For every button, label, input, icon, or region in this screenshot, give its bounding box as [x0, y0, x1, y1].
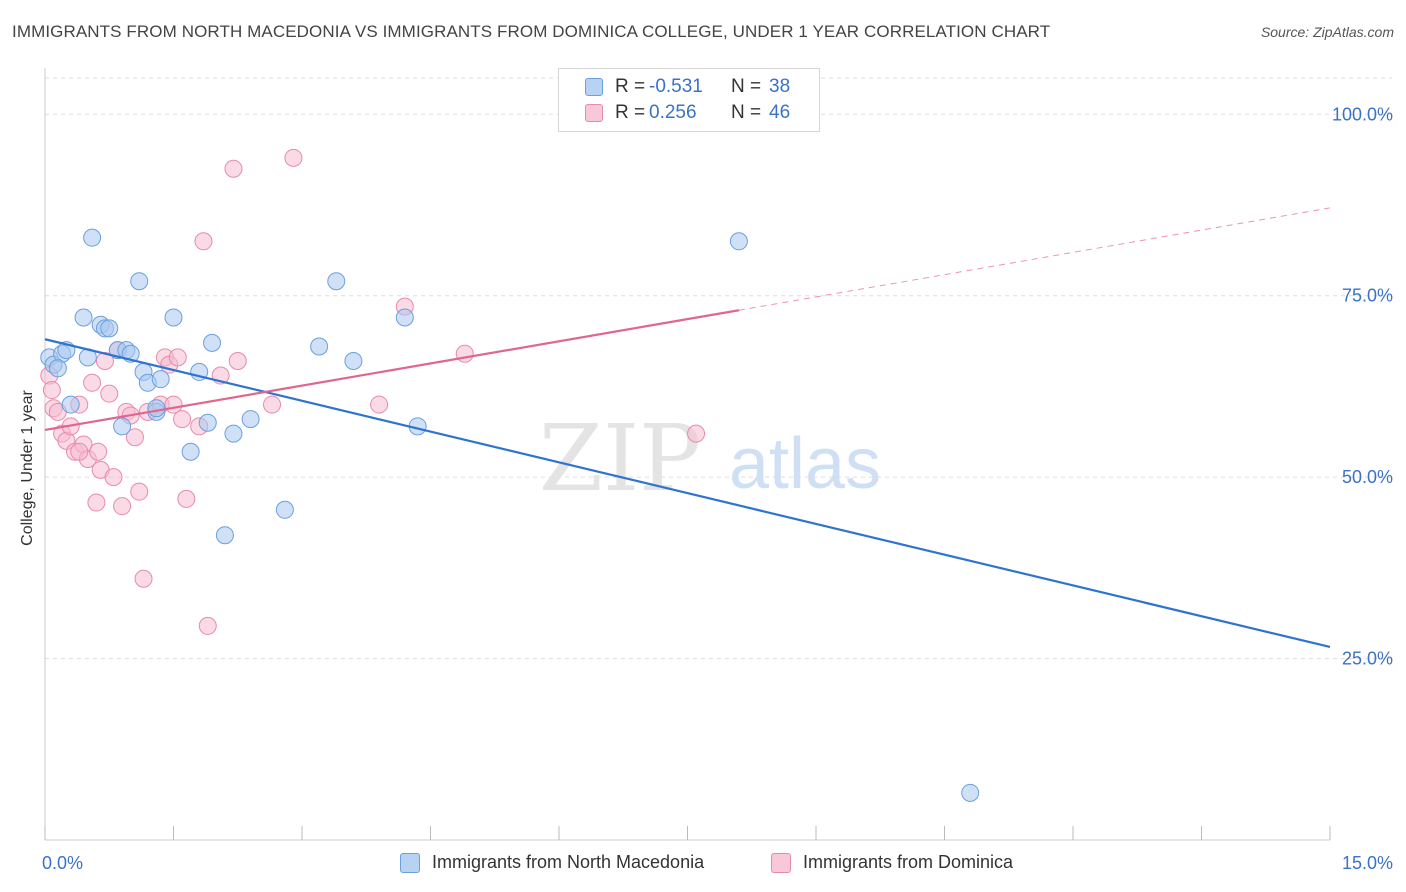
- watermark: ZIP atlas: [539, 405, 881, 512]
- data-point: [194, 232, 213, 251]
- data-point: [125, 428, 144, 447]
- data-point: [130, 272, 149, 291]
- data-point: [327, 272, 346, 291]
- data-point: [151, 370, 170, 389]
- data-point: [241, 410, 260, 429]
- legend-r-label: R =: [615, 76, 646, 97]
- legend-n-label: N =: [731, 102, 762, 123]
- y-axis-label: College, Under 1 year: [19, 390, 36, 546]
- data-point: [61, 395, 80, 414]
- data-point: [83, 373, 102, 392]
- legend-n-label: N =: [731, 76, 762, 97]
- legend-r-value: 0.256: [649, 102, 697, 123]
- data-point: [113, 417, 132, 436]
- data-point: [215, 526, 234, 545]
- trend-line-dominica: [44, 309, 740, 432]
- data-point: [275, 500, 294, 519]
- data-point: [729, 232, 748, 251]
- data-point: [455, 344, 474, 363]
- legend-row-dominica: R = 0.256 N = 46: [585, 101, 790, 125]
- data-point: [687, 424, 706, 443]
- series-dominica-points: [40, 148, 706, 635]
- data-point: [89, 442, 108, 461]
- legend-swatch-pink: [585, 104, 603, 122]
- data-point: [284, 148, 303, 167]
- data-point: [344, 352, 363, 371]
- data-point: [48, 359, 67, 378]
- data-point: [203, 333, 222, 352]
- legend-swatch-blue: [400, 852, 420, 873]
- legend-n-value: 46: [769, 102, 791, 123]
- series-macedonia-points: [40, 228, 980, 802]
- data-point: [130, 482, 149, 501]
- tick-labels: 25.0% 50.0% 75.0% 100.0% 0.0% 15.0%: [42, 104, 1393, 873]
- data-point: [74, 308, 93, 327]
- legend-n-value: 38: [769, 76, 791, 97]
- data-point: [181, 442, 200, 461]
- data-point: [370, 395, 389, 414]
- trend-line-dominica-extension: [738, 207, 1331, 311]
- legend-r-value: -0.531: [649, 76, 703, 97]
- data-point: [164, 308, 183, 327]
- data-point: [70, 442, 89, 461]
- data-point: [100, 319, 119, 338]
- data-point: [263, 395, 282, 414]
- data-point: [104, 468, 123, 487]
- data-point: [961, 783, 980, 802]
- data-point: [164, 395, 183, 414]
- legend-label-macedonia: Immigrants from North Macedonia: [432, 852, 705, 872]
- data-point: [173, 410, 192, 429]
- x-tick-label: 15.0%: [1342, 853, 1393, 873]
- data-point: [147, 399, 166, 418]
- source-label: Source: ZipAtlas.com: [1260, 24, 1394, 40]
- trend-line-macedonia: [44, 338, 1331, 649]
- legend-item-macedonia: Immigrants from North Macedonia: [400, 852, 704, 873]
- data-point: [228, 352, 247, 371]
- legend-r-label: R =: [615, 102, 646, 123]
- trend-lines: [44, 207, 1331, 649]
- data-point: [395, 308, 414, 327]
- legend-swatch-blue: [585, 78, 603, 96]
- x-tick-label: 0.0%: [42, 853, 83, 873]
- axes: [44, 68, 1331, 841]
- legend-item-dominica: Immigrants from Dominica: [771, 852, 1013, 873]
- grid-lines: [45, 77, 1392, 660]
- legend-row-macedonia: R = -0.531 N = 38: [585, 75, 790, 99]
- data-point: [42, 381, 61, 400]
- watermark-zip: ZIP: [539, 405, 701, 512]
- data-point: [87, 493, 106, 512]
- data-point: [134, 569, 153, 588]
- y-tick-label: 100.0%: [1332, 104, 1393, 124]
- legend-label-dominica: Immigrants from Dominica: [803, 852, 1014, 872]
- watermark-atlas: atlas: [729, 424, 881, 504]
- legend-swatch-pink: [771, 852, 791, 873]
- data-point: [83, 228, 102, 247]
- y-tick-label: 25.0%: [1342, 649, 1393, 669]
- data-point: [224, 424, 243, 443]
- data-point: [310, 337, 329, 356]
- data-point: [198, 413, 217, 432]
- chart-title: IMMIGRANTS FROM NORTH MACEDONIA VS IMMIG…: [12, 22, 1051, 41]
- stats-legend: R = -0.531 N = 38 R = 0.256 N = 46: [558, 68, 820, 132]
- data-point: [168, 348, 187, 367]
- y-tick-label: 75.0%: [1342, 286, 1393, 306]
- data-point: [113, 497, 132, 516]
- data-point: [198, 616, 217, 635]
- data-point: [177, 489, 196, 508]
- data-point: [224, 159, 243, 178]
- data-point: [100, 384, 119, 403]
- y-tick-label: 50.0%: [1342, 467, 1393, 487]
